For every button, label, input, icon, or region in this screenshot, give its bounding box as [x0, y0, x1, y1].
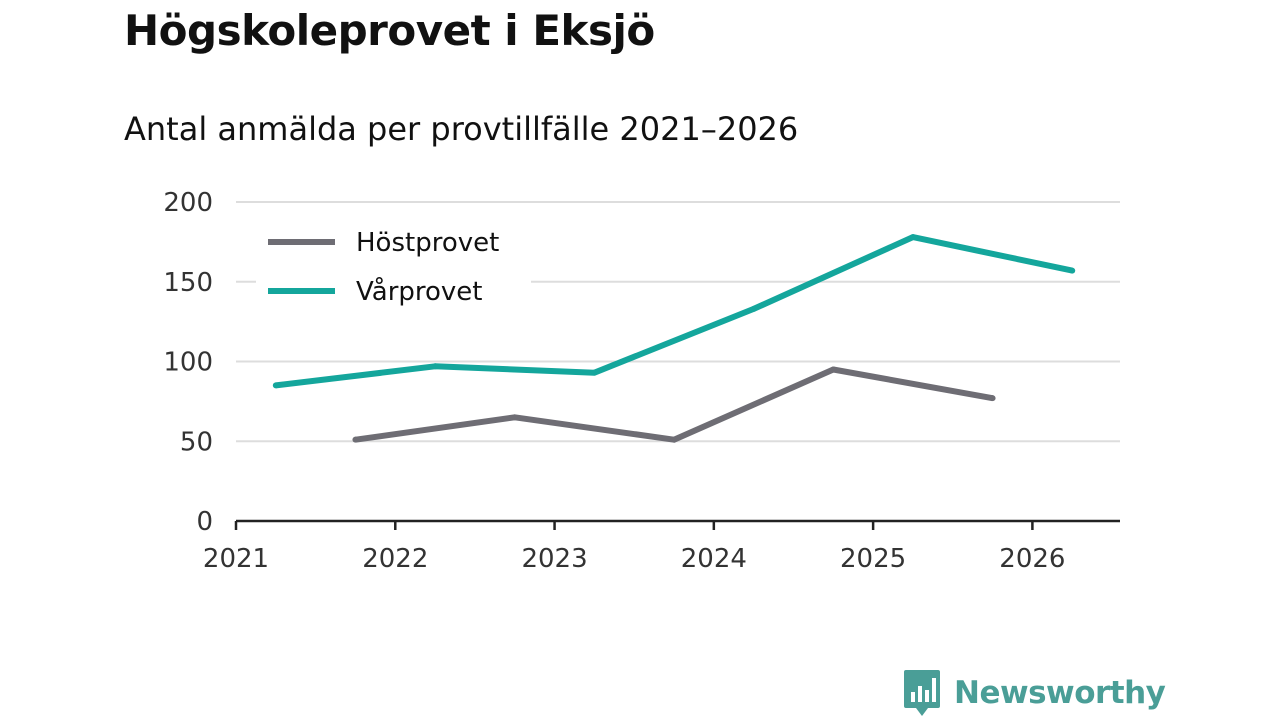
y-tick-label: 50	[180, 427, 213, 457]
legend-background	[256, 215, 531, 315]
data-point	[830, 366, 837, 373]
x-tick-label: 2021	[203, 544, 269, 574]
brand-name: Newsworthy	[954, 675, 1166, 711]
y-tick-label: 100	[163, 348, 213, 378]
chart-title: Högskoleprovet i Eksjö	[124, 6, 655, 55]
data-point	[272, 382, 279, 389]
data-point	[511, 414, 518, 421]
data-point	[671, 436, 678, 443]
data-point	[989, 395, 996, 402]
series-line-hostprovet	[355, 366, 994, 443]
series-line-varprovet	[275, 234, 1073, 389]
x-tick-label: 2022	[362, 544, 428, 574]
data-point	[909, 234, 916, 241]
chart-subtitle: Antal anmälda per provtillfälle 2021–202…	[124, 110, 799, 148]
y-tick-label: 150	[163, 268, 213, 298]
bar-chart-speech-bubble-icon	[904, 670, 940, 716]
data-point	[591, 369, 598, 376]
data-point	[352, 436, 359, 443]
legend-label: Höstprovet	[356, 228, 499, 258]
brand-logo: Newsworthy	[902, 668, 1166, 718]
y-tick-label: 0	[196, 507, 213, 537]
data-point	[432, 363, 439, 370]
x-tick-label: 2026	[999, 544, 1065, 574]
data-point	[1069, 267, 1076, 274]
data-point	[750, 305, 757, 312]
y-tick-label: 200	[163, 188, 213, 218]
x-tick-label: 2025	[840, 544, 906, 574]
legend-label: Vårprovet	[356, 276, 483, 307]
x-tick-label: 2023	[521, 544, 587, 574]
x-tick-label: 2024	[681, 544, 747, 574]
